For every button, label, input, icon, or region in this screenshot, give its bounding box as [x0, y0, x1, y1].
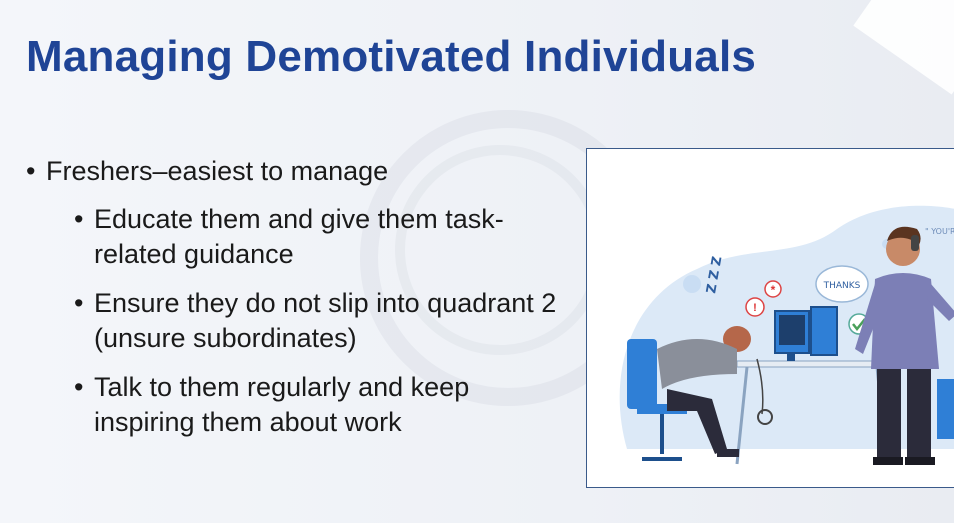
office-illustration-art: THANKS " YOU'RE WELCOME Z Z Z ! *	[587, 149, 954, 487]
headset-icon	[911, 235, 919, 251]
slide-title: Managing Demotivated Individuals	[26, 32, 756, 82]
welcome-bubble-text: " YOU'RE WELCOME	[925, 227, 954, 236]
svg-text:!: !	[753, 302, 757, 314]
sub-bullet-item: Ensure they do not slip into quadrant 2 …	[72, 286, 564, 356]
thanks-bubble-text: THANKS	[823, 281, 861, 291]
bullet-item: Freshers–easiest to manage	[24, 155, 584, 188]
office-illustration: THANKS " YOU'RE WELCOME Z Z Z ! *	[586, 148, 954, 488]
sub-bullet-item: Talk to them regularly and keep inspirin…	[72, 370, 564, 440]
svg-text:*: *	[771, 283, 776, 297]
slide-corner-decoration	[853, 0, 954, 94]
chair-icon	[627, 339, 657, 409]
sub-bullet-item: Educate them and give them task-related …	[72, 202, 564, 272]
bullet-list: Freshers–easiest to manage Educate them …	[24, 155, 584, 454]
